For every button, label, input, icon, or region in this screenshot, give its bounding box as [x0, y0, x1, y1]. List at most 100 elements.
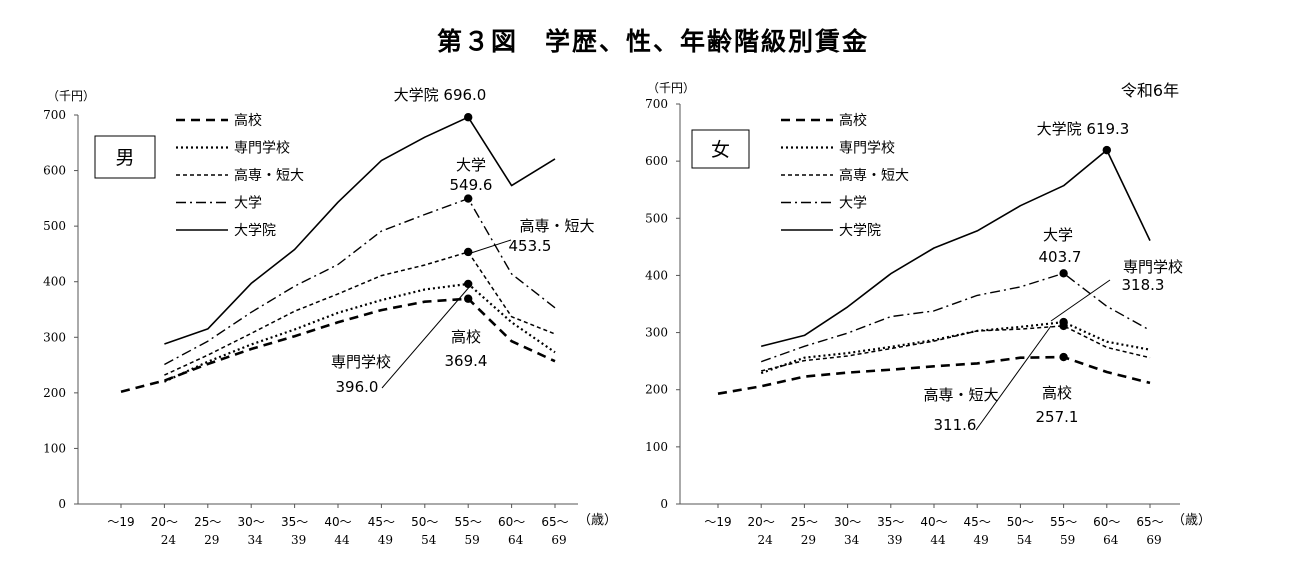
legend-label: 大学: [234, 196, 262, 212]
data-point-marker: [1059, 352, 1068, 362]
series-line: [717, 355, 1151, 395]
x-tick-label: 30～: [834, 515, 861, 529]
x-tick-label: 50～: [411, 515, 438, 529]
annotation-label: 大学院 619.3: [1037, 120, 1130, 138]
x-tick-label: 30～: [238, 515, 265, 529]
x-tick-label-sub: 24: [161, 533, 177, 547]
x-tick-label-sub: 44: [334, 533, 350, 547]
x-tick-label-sub: 44: [930, 533, 946, 547]
data-point-marker: [1059, 269, 1068, 278]
annotation-value: 396.0: [336, 378, 379, 396]
panel-male: 0 100 200 300 400 500 600 700 ～19 20～ 24 25～ 29 30～ 34…: [43, 86, 617, 547]
series-line: [164, 251, 556, 376]
x-tick-label-sub: 34: [844, 533, 860, 547]
legend-label: 大学: [839, 196, 867, 212]
x-tick-label: 45～: [964, 515, 991, 529]
y-unit-label: （千円）: [47, 89, 95, 103]
x-tick-label: 20～: [151, 515, 178, 529]
x-tick-label-sub: 24: [758, 533, 774, 547]
x-tick-label-sub: 54: [1017, 533, 1033, 547]
annotation-label: 高校: [451, 328, 481, 346]
x-tick-label-sub: 69: [1146, 533, 1161, 547]
legend-label: 高校: [234, 112, 262, 129]
annotation-value: 403.7: [1039, 248, 1082, 266]
y-tick-label: 200: [645, 383, 668, 397]
x-tick-label: 65～: [541, 515, 568, 529]
annotation-value: 369.4: [445, 352, 488, 370]
x-tick-label: 35～: [281, 515, 308, 529]
x-tick-label: ～19: [107, 515, 134, 529]
y-tick-label: 700: [43, 108, 66, 122]
x-tick-label: 55～: [455, 515, 482, 529]
legend-label: 専門学校: [234, 140, 290, 157]
annotation-label: 専門学校: [331, 353, 391, 371]
x-tick-label-sub: 34: [248, 533, 264, 547]
annotation-label: 大学: [456, 156, 486, 174]
x-tick-label-sub: 64: [1103, 533, 1119, 547]
legend-label: 専門学校: [839, 140, 895, 157]
x-unit-label: （歳）: [1172, 513, 1211, 528]
x-tick-label-sub: 69: [551, 533, 566, 547]
x-tick-label-sub: 59: [1060, 533, 1075, 547]
panel-label: 女: [711, 139, 730, 161]
x-tick-label-sub: 49: [378, 533, 393, 547]
x-tick-label: 60～: [1093, 515, 1120, 529]
y-tick-label: 300: [43, 330, 66, 344]
data-point-marker: [1102, 145, 1112, 155]
legend-label: 大学院: [234, 223, 276, 239]
legend-label: 高専・短大: [839, 167, 909, 184]
annotation-label: 大学院 696.0: [394, 86, 487, 104]
annotation-value: 453.5: [509, 237, 552, 255]
annotation-value: 257.1: [1036, 408, 1079, 426]
x-tick-label-sub: 64: [508, 533, 524, 547]
y-tick-label: 400: [645, 268, 668, 282]
x-tick-label-sub: 29: [204, 533, 219, 547]
series-line: [164, 116, 556, 345]
annotation-value: 311.6: [934, 416, 977, 434]
annotation-value: 318.3: [1122, 276, 1165, 294]
y-tick-label: 400: [43, 275, 66, 289]
panel-label: 男: [115, 147, 134, 169]
x-tick-label: ～19: [704, 515, 731, 529]
annotation-label: 高専・短大: [519, 217, 594, 235]
y-tick-label: 100: [645, 440, 668, 454]
series-line: [760, 272, 1151, 363]
panel-female: 0 100 200 300 400 500 600 700 ～19 20～ 24 25～ 29 30～ 34…: [645, 81, 1211, 547]
year-note: 令和6年: [1121, 81, 1179, 100]
data-point-marker: [1059, 321, 1068, 331]
y-tick-label: 500: [645, 211, 668, 225]
series-line: [761, 149, 1151, 348]
legend-label: 高専・短大: [234, 167, 304, 184]
x-tick-label: 40～: [920, 515, 947, 529]
annotation-value: 549.6: [450, 176, 493, 194]
x-tick-label: 65～: [1136, 515, 1163, 529]
x-tick-label-sub: 39: [291, 533, 306, 547]
y-unit-label: （千円）: [647, 81, 695, 95]
x-tick-label-sub: 39: [887, 533, 902, 547]
x-tick-label: 35～: [877, 515, 904, 529]
annotation-label: 大学: [1043, 226, 1073, 244]
annotation-leader: [381, 284, 472, 389]
panel-label-box: [691, 129, 750, 169]
series-line: [163, 282, 556, 383]
x-tick-label-sub: 49: [974, 533, 989, 547]
x-tick-label: 60～: [498, 515, 525, 529]
y-tick-label: 0: [660, 497, 668, 511]
y-tick-label: 600: [43, 164, 66, 178]
series-line: [164, 197, 556, 366]
annotation-label: 専門学校: [1123, 258, 1183, 276]
x-tick-label: 45～: [368, 515, 395, 529]
legend-label: 高校: [839, 112, 867, 129]
data-point-marker: [464, 194, 473, 203]
data-point-marker: [464, 113, 473, 122]
x-tick-label: 25～: [791, 515, 818, 529]
annotation-leader: [470, 239, 512, 254]
series-line: [760, 321, 1151, 375]
annotation-leader: [975, 325, 1052, 431]
y-tick-label: 0: [58, 497, 66, 511]
y-tick-label: 600: [645, 154, 668, 168]
annotation-label: 高校: [1042, 384, 1072, 402]
data-point-marker: [464, 279, 473, 289]
data-point-marker: [464, 247, 473, 257]
